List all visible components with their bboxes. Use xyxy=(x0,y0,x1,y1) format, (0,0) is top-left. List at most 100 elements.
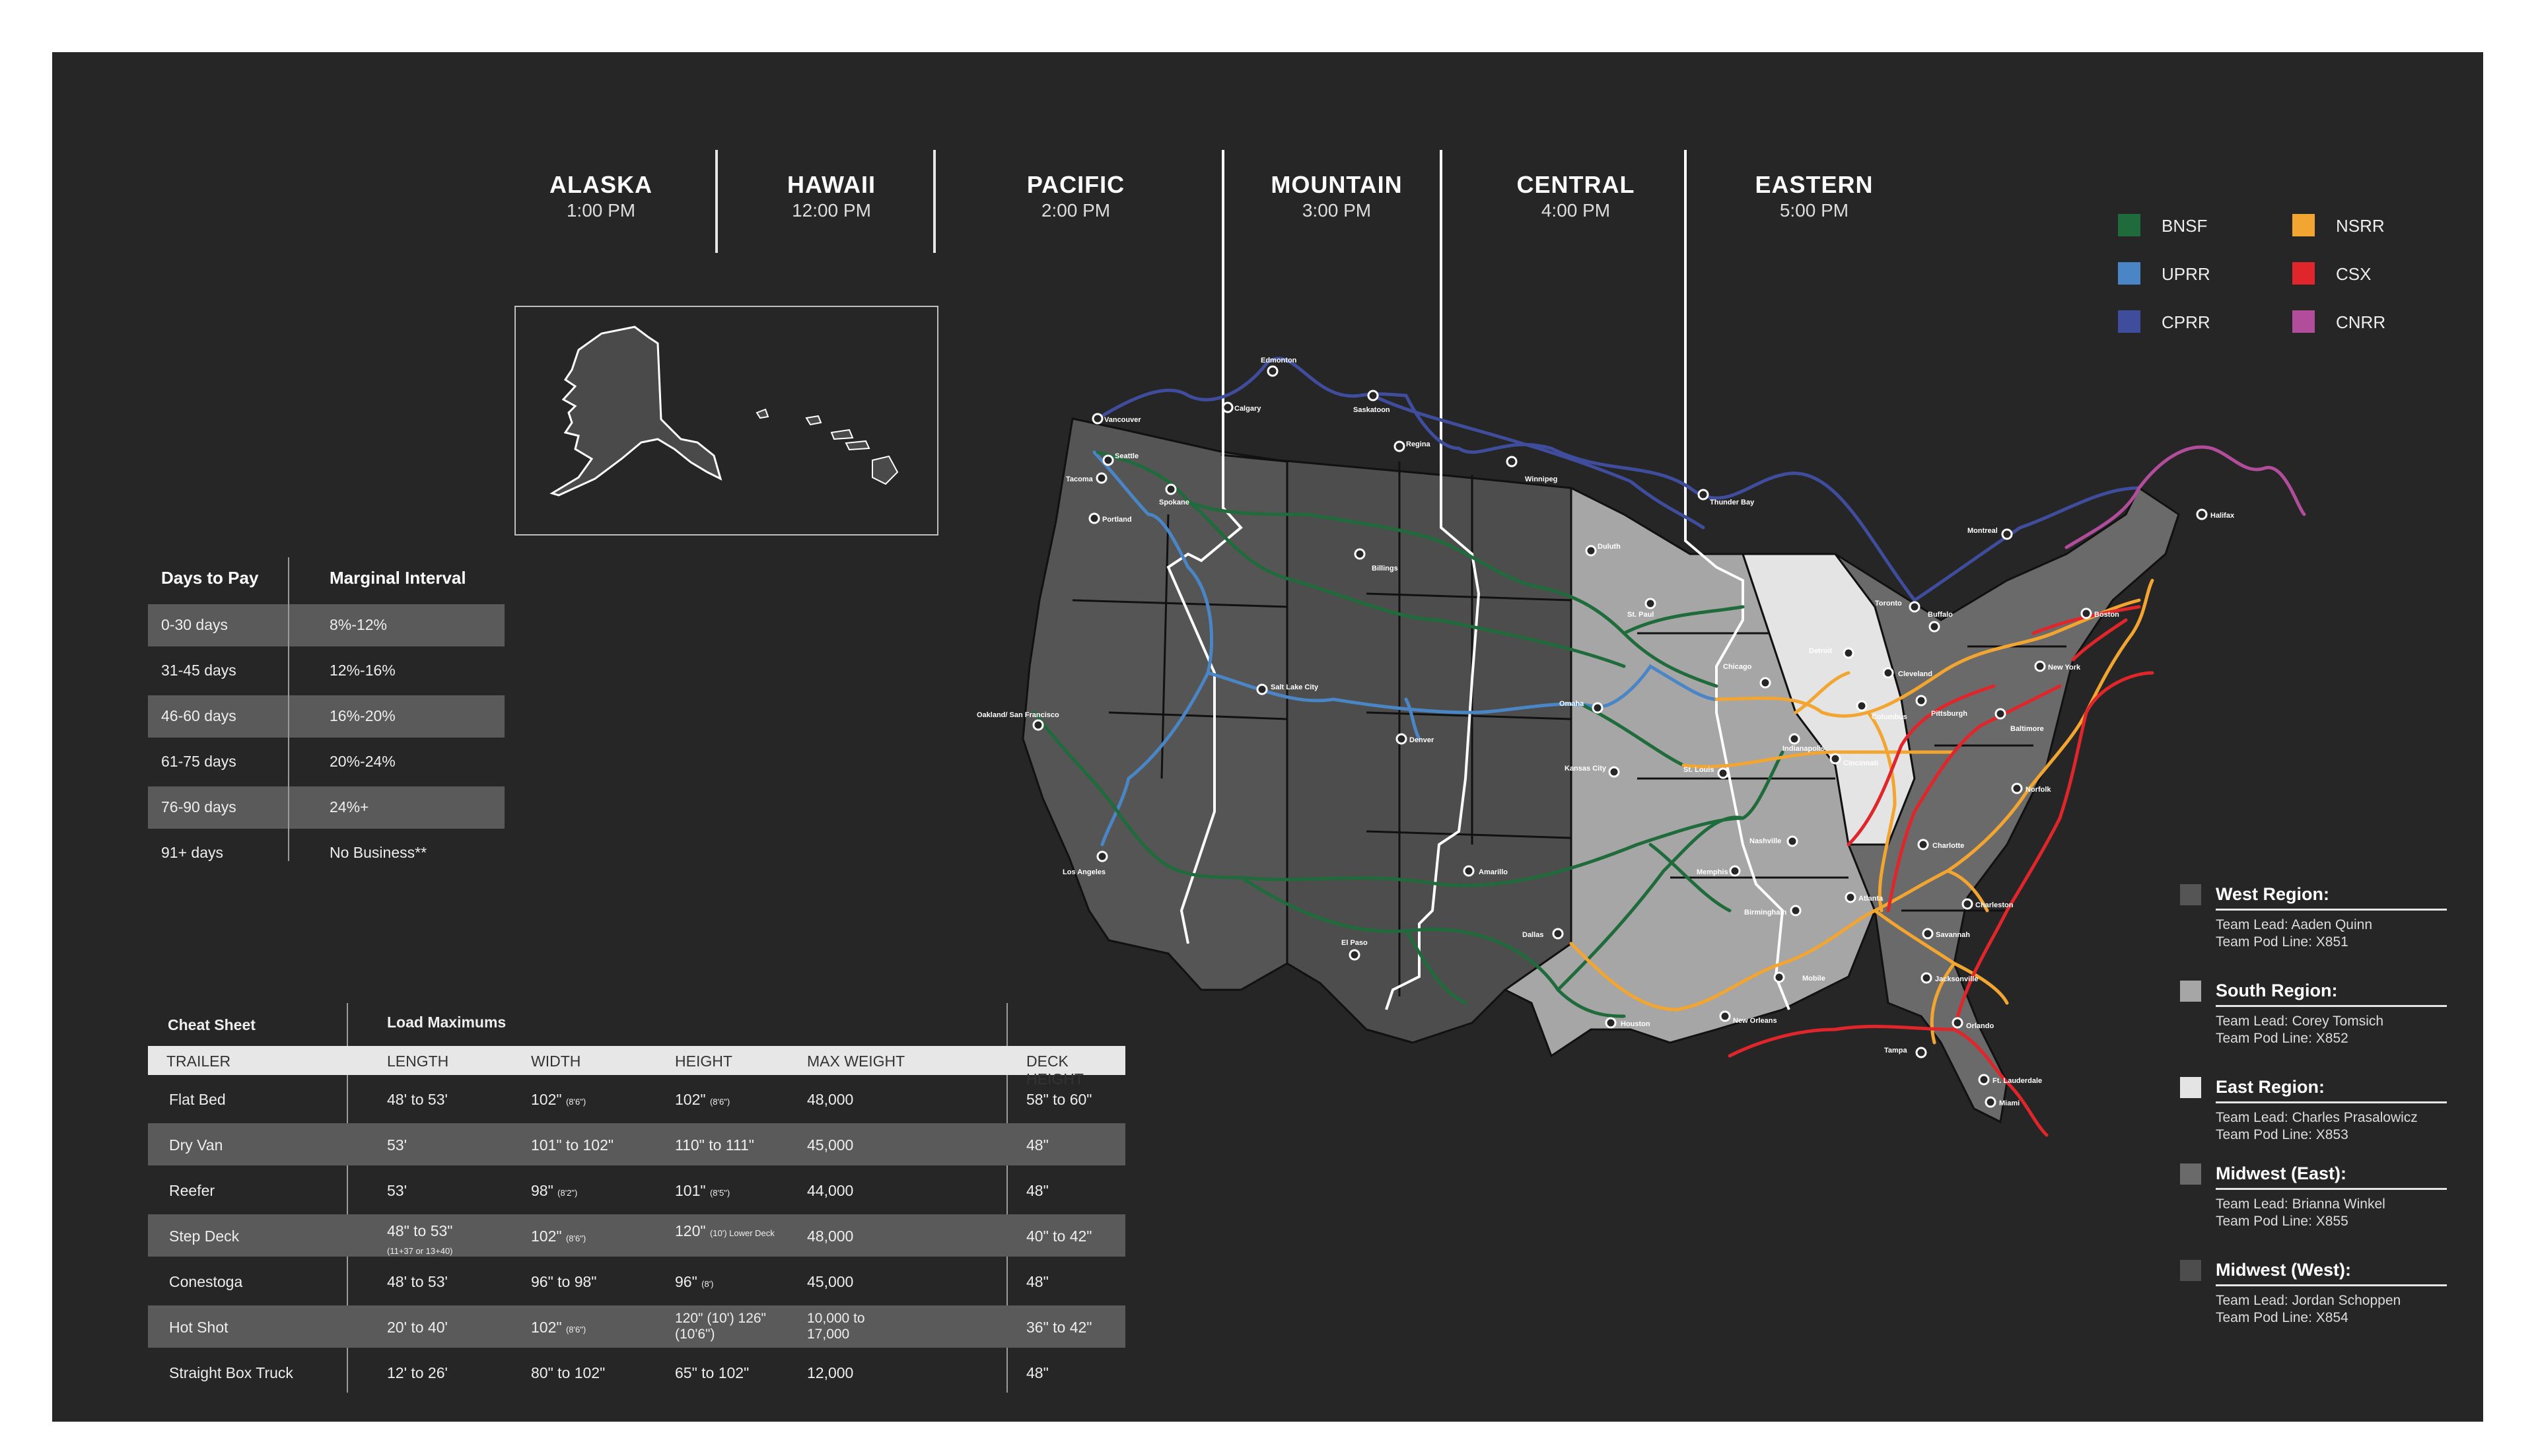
trailer-name: Step Deck xyxy=(169,1228,240,1245)
nsrr-line xyxy=(1794,671,1989,913)
column-header: WIDTH xyxy=(531,1053,581,1070)
width-value: 102" xyxy=(531,1228,562,1245)
trailer-name: Reefer xyxy=(169,1182,215,1199)
city-label: Jacksonville xyxy=(1935,975,1978,983)
city-label: Birmingham xyxy=(1744,909,1786,917)
timezone-time: 3:00 PM xyxy=(1302,200,1372,221)
region-lead: Team Lead: Brianna Winkel xyxy=(2216,1196,2385,1212)
cprr-line xyxy=(1371,394,1705,530)
legend-label: UPRR xyxy=(2162,264,2210,284)
city-dot xyxy=(1032,719,1044,731)
payment-days: 91+ days xyxy=(161,844,223,861)
trailer-length: 48' to 53' xyxy=(387,1091,448,1108)
city-label: Cincinnati xyxy=(1843,759,1878,767)
trailer-height: 120" (10') 126" (10'6") xyxy=(675,1311,767,1342)
city-dot xyxy=(1256,683,1268,695)
timezone-alaska: ALASKA 1:00 PM xyxy=(515,171,687,221)
city-dot xyxy=(1719,1010,1731,1022)
timezone-name: PACIFIC xyxy=(1026,171,1125,198)
city-dot xyxy=(1608,766,1620,778)
region-lead: Team Lead: Corey Tomsich xyxy=(2216,1014,2384,1029)
city-label: Chicago xyxy=(1723,663,1752,671)
payment-days: 76-90 days xyxy=(161,798,236,815)
width-value: 102" xyxy=(531,1319,562,1336)
city-dot xyxy=(1856,700,1868,712)
legend-label: CSX xyxy=(2336,264,2372,284)
trailer-weight: 48,000 xyxy=(807,1228,854,1245)
width-note: (8'6") xyxy=(565,1325,586,1335)
rail-lines xyxy=(1033,357,2306,1137)
region-swatch xyxy=(2180,884,2201,905)
uprr-line xyxy=(1092,450,1718,847)
cheat-sheet-header-row: TRAILER LENGTH WIDTH HEIGHT MAX WEIGHT D… xyxy=(148,1046,1125,1088)
city-label: Amarillo xyxy=(1479,868,1508,876)
timezone-time: 5:00 PM xyxy=(1779,200,1849,221)
column-header: DECK HEIGHT xyxy=(1026,1053,1084,1088)
column-header: MAX WEIGHT xyxy=(807,1053,905,1070)
width-note: (8'2") xyxy=(557,1188,578,1198)
trailer-weight: 10,000 to 17,000 xyxy=(807,1311,865,1342)
height-note: (8'5") xyxy=(709,1188,730,1198)
uprr-line xyxy=(1404,697,1421,741)
city-dot xyxy=(1592,702,1603,714)
legend-swatch-uprr xyxy=(2118,262,2140,285)
city-label: Buffalo xyxy=(1928,611,1953,619)
timezone-time: 4:00 PM xyxy=(1541,200,1611,221)
timezone-time: 2:00 PM xyxy=(1041,200,1111,221)
trailer-width: 96" to 98" xyxy=(531,1273,597,1290)
city-label: Cleveland xyxy=(1898,670,1932,678)
city-dot xyxy=(1165,483,1177,495)
timezone-time: 12:00 PM xyxy=(792,200,871,221)
height-value: 120" xyxy=(675,1222,706,1239)
city-markers xyxy=(1032,365,2208,1108)
trailer-weight: 12,000 xyxy=(807,1364,854,1381)
trailer-width: 80" to 102" xyxy=(531,1364,606,1381)
city-label: Baltimore xyxy=(2010,725,2044,733)
trailer-deck: 58" to 60" xyxy=(1026,1091,1092,1108)
height-value: 102" xyxy=(675,1091,706,1108)
trailer-length: 53' xyxy=(387,1136,407,1154)
city-label: St. Louis xyxy=(1683,766,1714,774)
region-swatch xyxy=(2180,1077,2201,1098)
payment-row: 61-75 days 20%-24% xyxy=(148,741,505,783)
width-note: (8'6") xyxy=(565,1233,586,1243)
payment-row: 31-45 days 12%-16% xyxy=(148,650,505,692)
trailer-length: 48" to 53" (11+37 or 13+40) xyxy=(387,1222,453,1258)
trailer-width: 102" (8'6") xyxy=(531,1091,586,1109)
city-dot xyxy=(1909,601,1920,613)
city-dot xyxy=(1096,472,1108,484)
city-dot xyxy=(1552,928,1564,940)
legend-label: BNSF xyxy=(2162,216,2208,236)
city-dot xyxy=(1096,850,1108,862)
table-divider xyxy=(347,1003,348,1393)
city-dot xyxy=(2034,660,2046,672)
payment-row: 0-30 days 8%-12% xyxy=(148,604,505,646)
trailer-deck: 40" to 42" xyxy=(1026,1228,1092,1245)
city-dot xyxy=(1644,598,1656,609)
region-title: South Region: xyxy=(2216,981,2447,1007)
alaska-shape xyxy=(549,326,722,497)
city-dot xyxy=(1985,1096,1996,1108)
city-dot xyxy=(2196,508,2208,520)
bnsf-line xyxy=(1033,450,1784,1018)
city-dot xyxy=(1102,454,1114,466)
payment-row: 76-90 days 24%+ xyxy=(148,786,505,829)
city-label: Indianapolis xyxy=(1782,745,1825,753)
payment-days: 0-30 days xyxy=(161,616,229,633)
timezone-name: CENTRAL xyxy=(1516,171,1635,198)
city-label: El Paso xyxy=(1341,939,1368,947)
city-label: Dallas xyxy=(1522,931,1543,939)
trailer-height: 101" (8'5") xyxy=(675,1182,730,1200)
timezone-name: EASTERN xyxy=(1755,171,1874,198)
city-dot xyxy=(1843,647,1854,659)
city-label: Ft. Lauderdale xyxy=(1992,1077,2042,1085)
city-label: Kansas City xyxy=(1565,765,1607,773)
city-label: Vancouver xyxy=(1104,416,1141,424)
timezone-name: ALASKA xyxy=(549,171,652,198)
timezone-time: 1:00 PM xyxy=(566,200,636,221)
trailer-row: Step Deck 48" to 53" (11+37 or 13+40) 102… xyxy=(148,1214,1125,1257)
trailer-weight: 44,000 xyxy=(807,1182,854,1199)
trailer-width: 102" (8'6") xyxy=(531,1319,586,1336)
west-region xyxy=(1022,417,1288,991)
hawaii-island xyxy=(845,440,870,451)
